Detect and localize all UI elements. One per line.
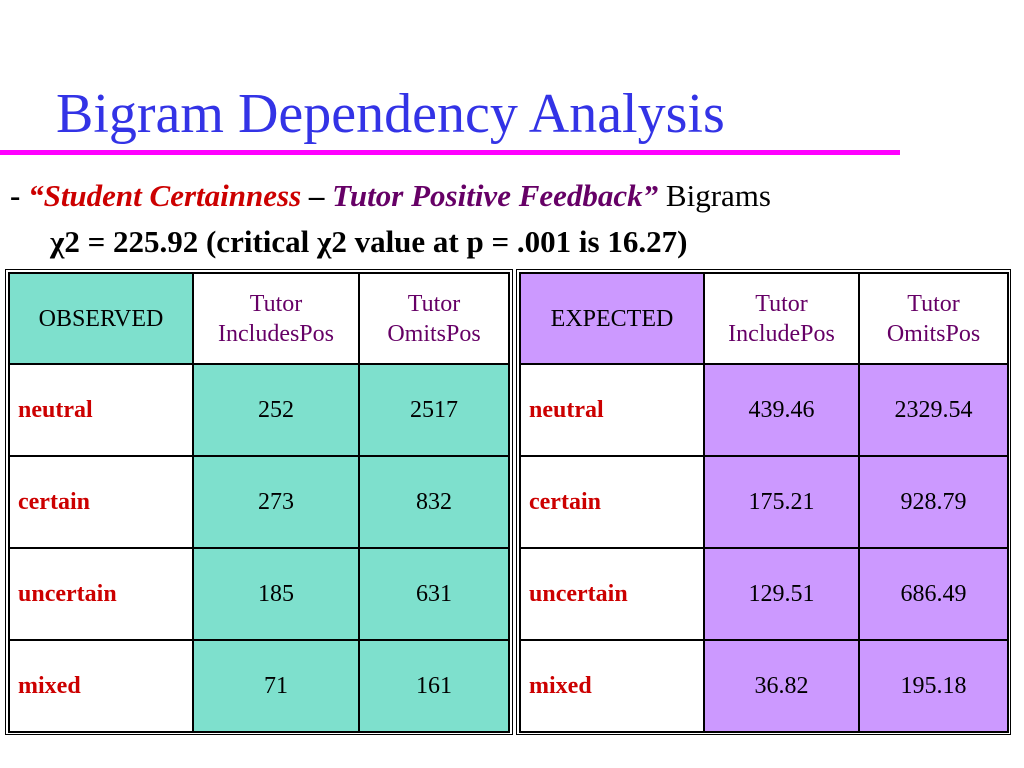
student-certainness-text: Student Certainness (43, 178, 302, 213)
expected-cell: 175.21 (703, 455, 860, 549)
expected-corner-label: EXPECTED (519, 272, 705, 365)
row-label: certain (519, 455, 705, 549)
observed-col-header-includespos: Tutor IncludesPos (192, 272, 360, 365)
observed-cell: 161 (358, 639, 510, 733)
table-row: neutral 439.46 2329.54 (519, 363, 1009, 457)
col-header-line1: Tutor (249, 290, 303, 317)
col-header-line1: Tutor (755, 290, 808, 317)
row-label: neutral (8, 363, 194, 457)
expected-cell: 928.79 (858, 455, 1009, 549)
slide-title: Bigram Dependency Analysis (56, 83, 725, 145)
col-header-line2: IncludesPos (218, 320, 334, 347)
col-header-line1: Tutor (907, 290, 960, 317)
row-label: certain (8, 455, 194, 549)
observed-cell: 631 (358, 547, 510, 641)
bullet-line: - “Student Certainness – Tutor Positive … (10, 178, 771, 214)
observed-cell: 185 (192, 547, 360, 641)
expected-col-header-omitspos: Tutor OmitsPos (858, 272, 1009, 365)
table-row: certain 175.21 928.79 (519, 455, 1009, 549)
expected-cell: 439.46 (703, 363, 860, 457)
expected-col-header-includepos: Tutor IncludePos (703, 272, 860, 365)
open-quote: “ (28, 178, 44, 213)
close-quote: ” (642, 178, 659, 213)
observed-cell: 252 (192, 363, 360, 457)
table-row: uncertain 129.51 686.49 (519, 547, 1009, 641)
expected-cell: 195.18 (858, 639, 1009, 733)
observed-cell: 832 (358, 455, 510, 549)
expected-table: EXPECTED Tutor IncludePos Tutor OmitsPos… (519, 272, 1009, 733)
row-label: uncertain (519, 547, 705, 641)
observed-col-header-omitspos: Tutor OmitsPos (358, 272, 510, 365)
title-underline (0, 150, 900, 155)
expected-cell: 36.82 (703, 639, 860, 733)
table-row: mixed 71 161 (8, 639, 510, 733)
observed-cell: 273 (192, 455, 360, 549)
table-row: uncertain 185 631 (8, 547, 510, 641)
observed-header-row: OBSERVED Tutor IncludesPos Tutor OmitsPo… (8, 272, 510, 365)
observed-cell: 2517 (358, 363, 510, 457)
table-row: mixed 36.82 195.18 (519, 639, 1009, 733)
en-dash: – (301, 178, 333, 213)
row-label: uncertain (8, 547, 194, 641)
col-header-line2: IncludePos (728, 320, 835, 347)
table-row: certain 273 832 (8, 455, 510, 549)
row-label: mixed (519, 639, 705, 733)
row-label: mixed (8, 639, 194, 733)
table-row: neutral 252 2517 (8, 363, 510, 457)
observed-table: OBSERVED Tutor IncludesPos Tutor OmitsPo… (8, 272, 510, 733)
expected-cell: 2329.54 (858, 363, 1009, 457)
col-header-line2: OmitsPos (886, 320, 981, 347)
expected-cell: 129.51 (703, 547, 860, 641)
expected-cell: 686.49 (858, 547, 1009, 641)
expected-header-row: EXPECTED Tutor IncludePos Tutor OmitsPos (519, 272, 1009, 365)
observed-corner-label: OBSERVED (8, 272, 194, 365)
col-header-line2: OmitsPos (387, 320, 481, 347)
bigrams-text: Bigrams (658, 178, 771, 213)
observed-cell: 71 (192, 639, 360, 733)
tutor-positive-feedback-text: Tutor Positive Feedback (332, 178, 643, 213)
col-header-line1: Tutor (407, 290, 461, 317)
bullet-dash: - (10, 178, 29, 213)
row-label: neutral (519, 363, 705, 457)
chi-square-line: χ2 = 225.92 (critical χ2 value at p = .0… (50, 224, 688, 259)
